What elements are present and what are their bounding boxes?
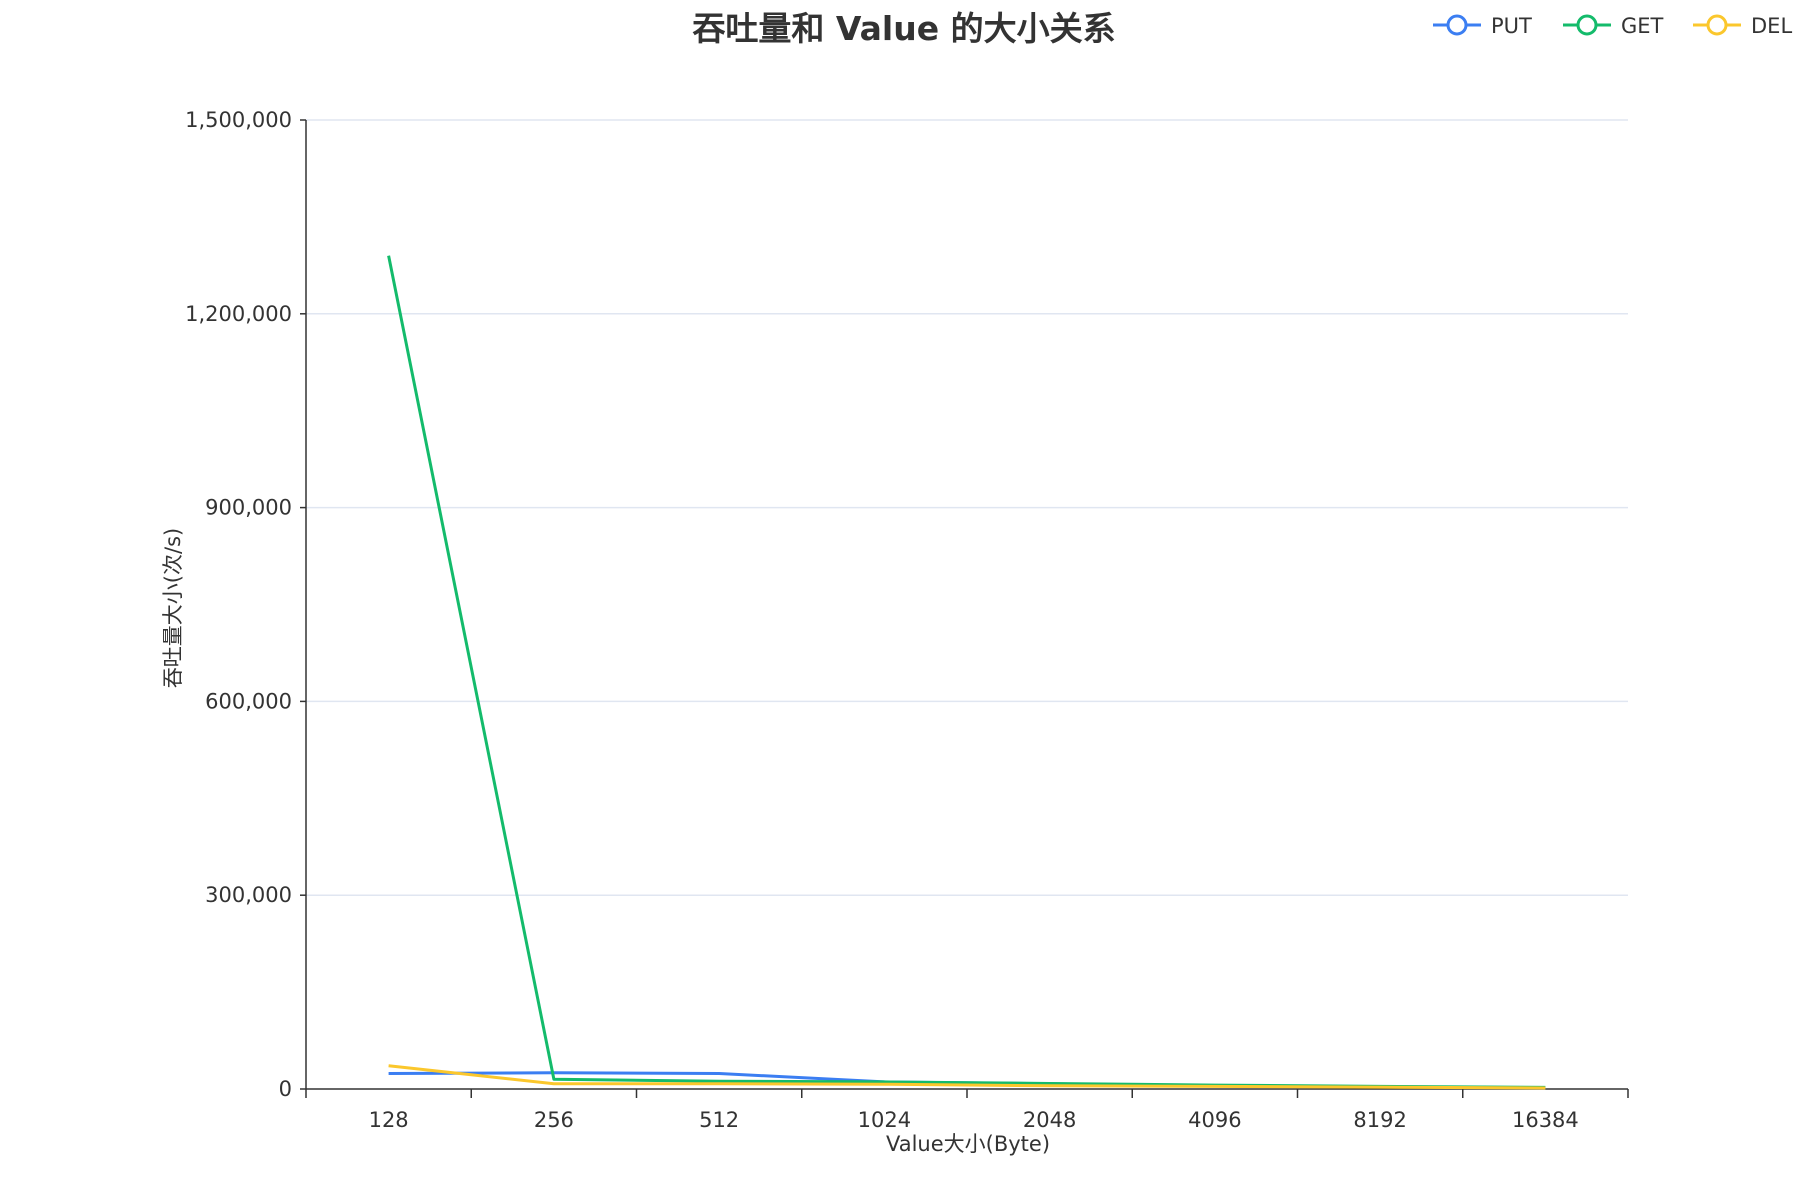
axes: 0 300,000 600,000 900,000 1,200,000 1,500,000… [185, 108, 1629, 1132]
legend-label: DEL [1751, 14, 1792, 38]
legend[interactable]: PUT GET DEL [1433, 14, 1792, 38]
y-tick-label: 1,500,000 [185, 108, 292, 132]
x-tick-label: 128 [369, 1108, 409, 1132]
legend-item-get[interactable]: GET [1563, 14, 1664, 38]
y-tick-label: 300,000 [205, 883, 292, 907]
legend-label: PUT [1491, 14, 1532, 38]
series-line-get [387, 255, 1546, 1089]
legend-item-del[interactable]: DEL [1693, 14, 1792, 38]
x-tick-label: 2048 [1023, 1108, 1076, 1132]
x-tick-label: 4096 [1188, 1108, 1241, 1132]
x-tick-label: 16384 [1512, 1108, 1579, 1132]
x-tick-label: 8192 [1353, 1108, 1406, 1132]
x-tick-label: 512 [699, 1108, 739, 1132]
x-tick-label: 1024 [858, 1108, 911, 1132]
chart-title: 吞吐量和 Value 的大小关系 [692, 9, 1115, 48]
legend-circle-icon [1706, 14, 1728, 36]
series-lines [387, 255, 1546, 1090]
legend-circle-icon [1576, 14, 1598, 36]
y-tick-label: 900,000 [205, 496, 292, 520]
grid-lines [306, 119, 1628, 896]
x-tick-label: 256 [534, 1108, 574, 1132]
legend-label: GET [1621, 14, 1664, 38]
legend-item-put[interactable]: PUT [1433, 14, 1532, 38]
legend-circle-icon [1446, 14, 1468, 36]
series-line-del [388, 1064, 1546, 1090]
x-axis-title: Value大小(Byte) [886, 1132, 1050, 1156]
y-axis-title: 吞吐量大小(次/s) [161, 528, 185, 688]
y-tick-label: 600,000 [205, 689, 292, 713]
y-tick-label: 0 [279, 1077, 292, 1101]
y-tick-label: 1,200,000 [185, 302, 292, 326]
